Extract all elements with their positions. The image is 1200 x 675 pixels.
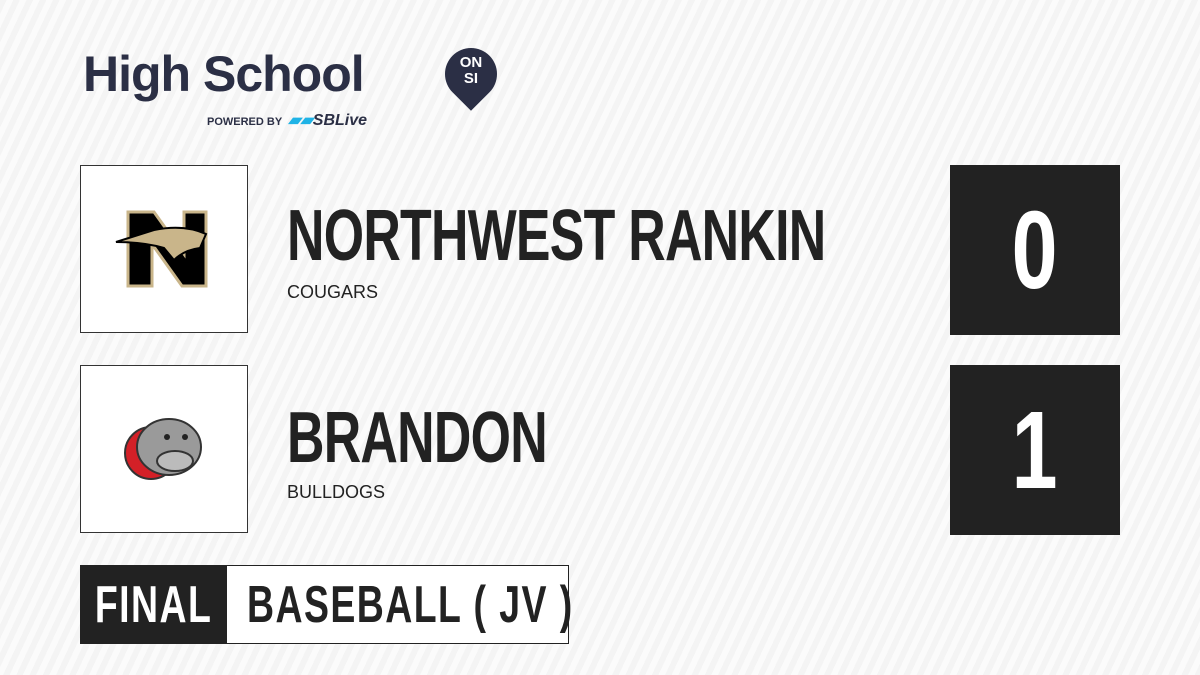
team-mascot: COUGARS	[287, 282, 379, 302]
badge-line2: SI	[463, 70, 479, 87]
team-logo-northwest-rankin	[80, 165, 248, 333]
game-status-bar: FINAL BASEBALL ( JV )	[80, 565, 572, 644]
team-score: 1	[950, 365, 1120, 535]
sport-label: BASEBALL ( JV )	[247, 575, 574, 634]
powered-by-label: POWERED BY	[207, 116, 283, 128]
final-label: FINAL	[95, 575, 213, 634]
team-name: NORTHWEST RANKIN	[287, 196, 826, 276]
bulldog-logo-icon	[124, 418, 202, 480]
on-si-badge: ON SI	[451, 55, 491, 87]
badge-line1: ON	[459, 54, 483, 71]
high-school-on-si-logo: High School ON SI POWERED BY ▰▰SBLive	[83, 37, 508, 129]
team-name: BRANDON	[287, 398, 548, 478]
powered-by: POWERED BY ▰▰SBLive	[207, 110, 367, 130]
team-logo-brandon	[80, 365, 248, 533]
cougar-n-logo-icon	[115, 210, 208, 288]
sblive-logo: ▰▰SBLive	[288, 112, 368, 129]
score-value: 1	[1012, 388, 1058, 512]
sport-label-box: BASEBALL ( JV )	[227, 566, 701, 643]
team-mascot: BULLDOGS	[287, 482, 386, 502]
sblive-text: SBLive	[312, 112, 368, 129]
brand-title: High School	[83, 46, 365, 102]
final-badge: FINAL	[81, 566, 227, 643]
team-score: 0	[950, 165, 1120, 335]
score-value: 0	[1012, 188, 1058, 312]
